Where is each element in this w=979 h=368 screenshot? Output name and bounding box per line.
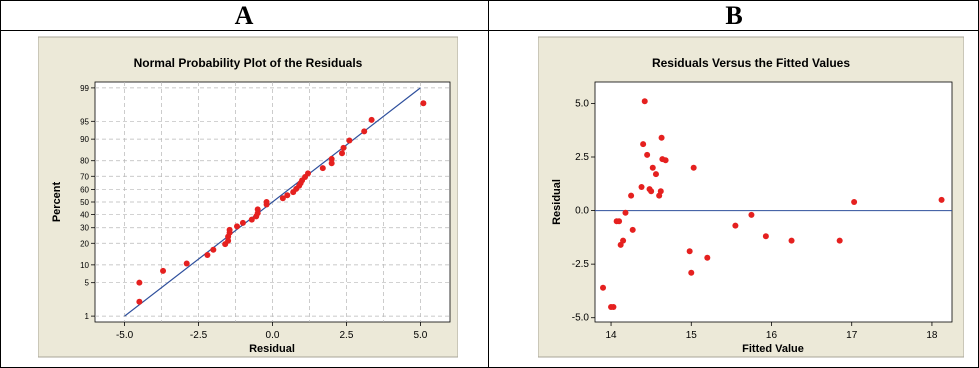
data-point: [622, 209, 629, 216]
data-point: [616, 218, 623, 225]
y-tick-label: -2.5: [572, 259, 590, 270]
chart-b-ylabel: Residual: [551, 179, 563, 225]
data-point: [204, 251, 211, 258]
chart-b-title: Residuals Versus the Fitted Values: [652, 56, 850, 70]
y-tick-label: 5: [85, 279, 90, 288]
data-point: [136, 298, 143, 305]
data-point: [319, 165, 326, 172]
data-point: [788, 237, 795, 244]
panel-label-b: B: [725, 1, 743, 30]
y-tick-label: 99: [80, 84, 89, 93]
y-tick-label: 90: [80, 135, 89, 144]
chart-b-xlabel: Fitted Value: [742, 343, 804, 355]
y-tick-label: 80: [80, 157, 89, 166]
data-point: [704, 254, 711, 261]
data-point: [649, 164, 656, 171]
header-divider: [0, 30, 979, 31]
data-point: [629, 226, 636, 233]
x-tick-label: -2.5: [190, 330, 208, 341]
y-tick-label: 1: [85, 312, 90, 321]
y-tick-label: 70: [80, 172, 89, 181]
data-point: [183, 260, 190, 267]
data-point: [600, 284, 607, 291]
data-point: [938, 196, 945, 203]
data-point: [254, 206, 261, 213]
data-point: [648, 188, 655, 195]
x-tick-label: 16: [766, 330, 778, 341]
data-point: [620, 237, 627, 244]
x-tick-label: 15: [686, 330, 698, 341]
data-point: [263, 199, 270, 205]
y-tick-label: -5.0: [572, 313, 590, 324]
data-point: [851, 199, 858, 205]
data-point: [748, 211, 755, 218]
data-point: [420, 100, 427, 107]
data-point: [662, 157, 669, 164]
x-tick-label: 18: [926, 330, 938, 341]
data-point: [226, 226, 233, 233]
normal-probability-plot: Normal Probability Plot of the Residuals…: [38, 36, 458, 358]
data-point: [658, 134, 665, 141]
x-tick-label: 5.0: [413, 330, 427, 341]
data-point: [644, 151, 651, 158]
data-point: [284, 192, 291, 199]
x-tick-label: 2.5: [340, 330, 354, 341]
chart-a-ylabel: Percent: [51, 181, 63, 222]
panel-label-a: A: [234, 1, 254, 30]
chart-a-xlabel: Residual: [249, 343, 295, 355]
x-tick-label: 14: [605, 330, 617, 341]
data-point: [610, 304, 617, 310]
data-point: [279, 195, 286, 202]
data-point: [210, 246, 217, 253]
y-tick-label: 5.0: [575, 98, 589, 109]
y-tick-label: 40: [80, 210, 89, 219]
data-point: [652, 171, 659, 178]
data-point: [641, 98, 648, 105]
data-point: [328, 155, 335, 162]
data-point: [686, 248, 693, 255]
x-tick-label: -5.0: [116, 330, 134, 341]
y-tick-label: 0.0: [575, 206, 589, 217]
data-point: [732, 222, 739, 229]
data-point: [690, 164, 697, 171]
fitted-normal-line: [124, 87, 421, 317]
chart-b-plot-area: [594, 81, 953, 323]
data-point: [339, 150, 346, 157]
data-point: [762, 233, 769, 240]
y-tick-label: 95: [80, 117, 89, 126]
data-point: [136, 279, 143, 286]
data-point: [248, 216, 255, 223]
panel-divider: [488, 0, 489, 368]
data-point: [340, 144, 347, 151]
chart-a-title: Normal Probability Plot of the Residuals: [134, 56, 363, 70]
data-point: [640, 141, 647, 148]
data-point: [836, 237, 843, 244]
data-point: [638, 184, 645, 190]
data-point: [160, 267, 167, 274]
residuals-vs-fitted-plot: Residuals Versus the Fitted Values -5.0 -…: [538, 36, 964, 358]
y-tick-label: 2.5: [575, 152, 589, 163]
y-tick-label: 60: [80, 186, 89, 195]
y-tick-label: 30: [80, 224, 89, 233]
data-point: [688, 269, 695, 276]
y-tick-label: 50: [80, 198, 89, 207]
x-tick-label: 17: [846, 330, 858, 341]
data-point: [239, 219, 246, 226]
data-point: [305, 170, 311, 177]
data-point: [368, 116, 375, 123]
data-point: [328, 160, 335, 167]
y-tick-label: 10: [80, 261, 89, 270]
data-point: [628, 192, 635, 199]
y-tick-label: 20: [80, 239, 89, 248]
x-tick-label: 0.0: [266, 330, 280, 341]
data-point: [361, 128, 368, 135]
data-point: [346, 137, 353, 144]
data-point: [234, 223, 240, 230]
data-point: [657, 188, 664, 195]
